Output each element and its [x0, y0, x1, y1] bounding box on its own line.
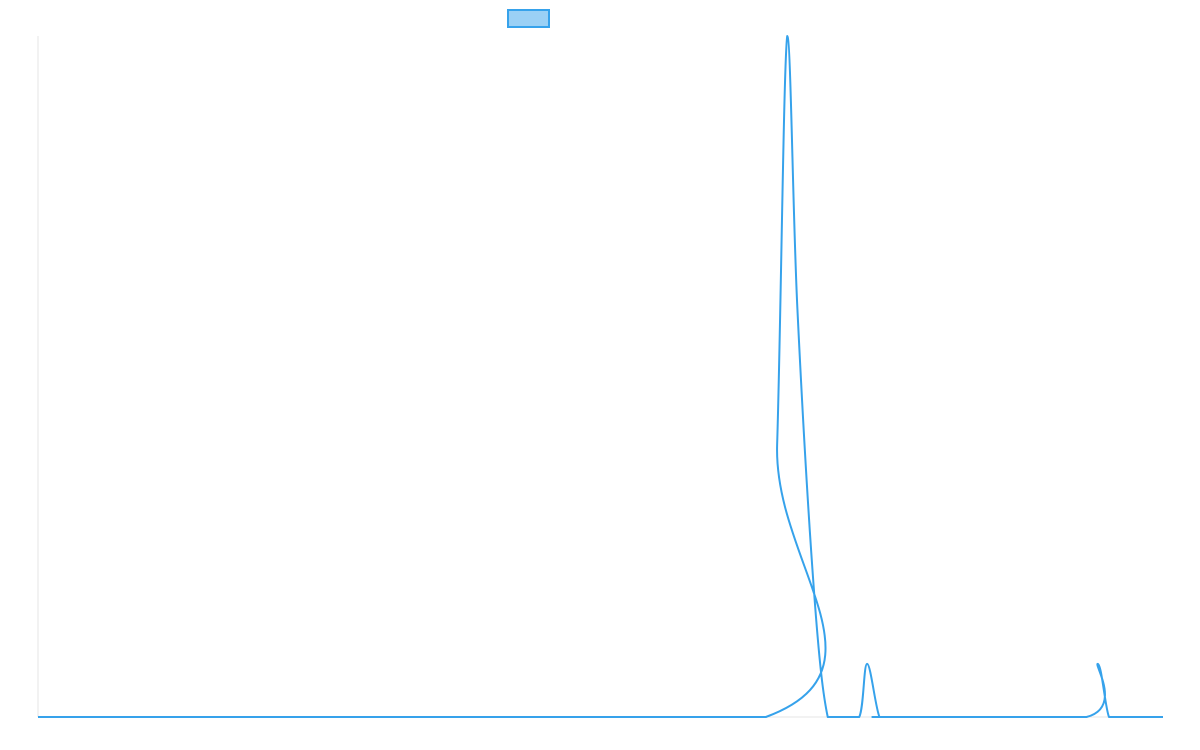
series-line	[37, 35, 1163, 719]
legend[interactable]	[507, 8, 558, 28]
legend-swatch	[507, 8, 550, 28]
